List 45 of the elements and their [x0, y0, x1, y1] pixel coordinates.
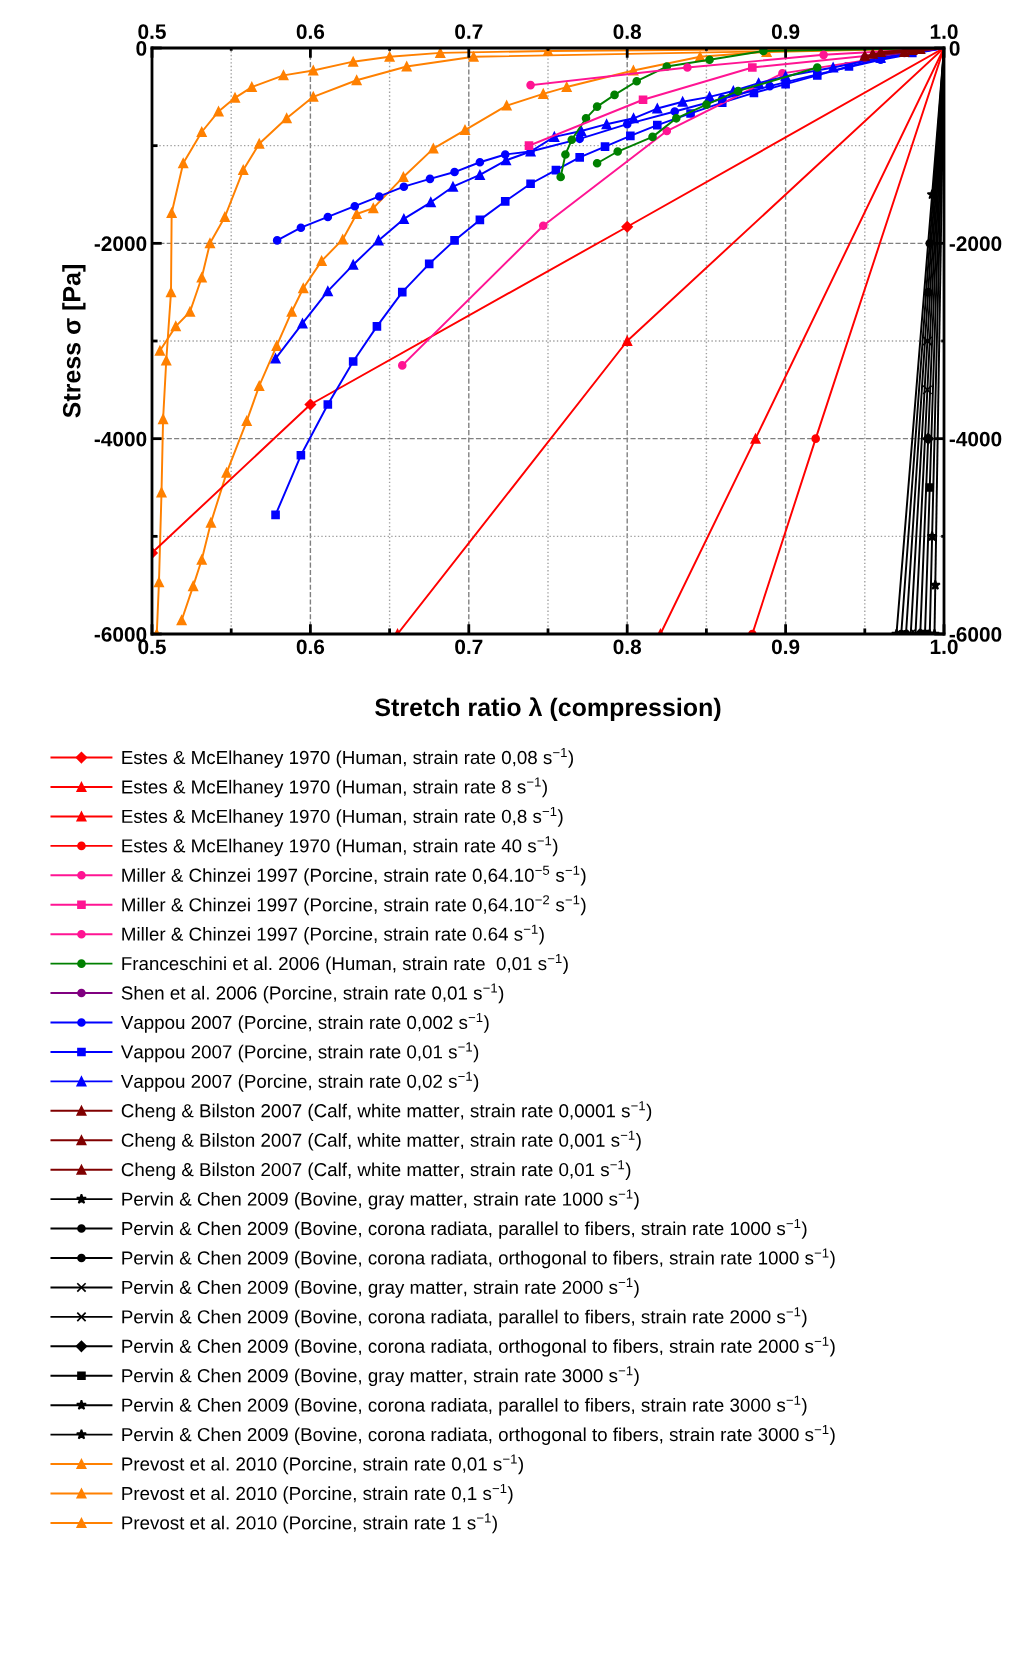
y-tick-label: 0 — [136, 41, 147, 56]
legend-label: Estes & McElhaney 1970 (Human, strain rate 0,8 s$^{−1}$) — [122, 806, 563, 827]
legend-label: Vappou 2007 (Porcine, strain rate 0,01 s$^{−1}$) — [120, 1042, 479, 1063]
legend-label: Pervin & Chen 2009 (Bovine, corona radiata, orthogonal to fibers, strain rate 2000 s$^{−1}$) — [122, 1336, 835, 1357]
legend-label: Vappou 2007 (Porcine, strain rate 0,002 s$^{−1}$) — [120, 1012, 489, 1033]
legend-label: Shen et al. 2006 (Porcine, strain rate 0,01 s$^{−1}$) — [121, 983, 504, 1004]
y-axis-title: Stress σ [Pa] — [62, 265, 86, 418]
legend-label: Pervin & Chen 2009 (Bovine, corona radiata, parallel to fibers, strain rate 1000 s$^{−1}$) — [122, 1219, 807, 1239]
x2-tick-label: 0.9 — [771, 24, 800, 40]
x2-tick-label: 0.8 — [613, 24, 642, 40]
legend-label: Cheng & Bilston 2007 (Calf, white matter, strain rate 0,001 s$^{−1}$) — [121, 1130, 641, 1151]
legend-label: Prevost et al. 2010 (Porcine, strain rate 0,01 s$^{−1}$) — [122, 1454, 523, 1475]
x-axis-title: Stretch ratio λ (compression) — [375, 697, 721, 722]
y2-tick-label: 0 — [949, 41, 960, 56]
legend-label: Pervin & Chen 2009 (Bovine, corona radiata, parallel to fibers, strain rate 2000 s$^{−1}$) — [122, 1307, 807, 1328]
legend-label: Vappou 2007 (Porcine, strain rate 0,02 s$^{−1}$) — [120, 1071, 479, 1092]
legend-label: Pervin & Chen 2009 (Bovine, corona radiata, orthogonal to fibers, strain rate 3000 s$^{−1}$) — [122, 1425, 835, 1445]
y-tick-label: -2000 — [94, 236, 147, 252]
x-tick-label: 0.8 — [613, 639, 642, 655]
legend-label: Cheng & Bilston 2007 (Calf, white matter, strain rate 0,01 s$^{−1}$) — [121, 1160, 631, 1180]
x-tick-label: 0.9 — [771, 639, 800, 655]
legend-label: Prevost et al. 2010 (Porcine, strain rate 1 s$^{−1}$) — [122, 1513, 497, 1534]
x2-tick-label: 0.5 — [138, 24, 166, 40]
y2-tick-label: -4000 — [949, 431, 1002, 447]
y-tick-label: -4000 — [94, 431, 147, 447]
legend-label: Pervin & Chen 2009 (Bovine, gray matter, strain rate 1000 s$^{−1}$) — [122, 1189, 639, 1210]
legend-label: Cheng & Bilston 2007 (Calf, white matter, strain rate 0,0001 s$^{−1}$) — [121, 1101, 652, 1122]
x-tick-label: 0.6 — [296, 639, 325, 655]
legend-label: Pervin & Chen 2009 (Bovine, gray matter, strain rate 3000 s$^{−1}$) — [122, 1366, 639, 1387]
legend-label: Estes & McElhaney 1970 (Human, strain rate 0,08 s$^{−1}$) — [122, 748, 573, 768]
legend-label: Miller & Chinzei 1997 (Porcine, strain rate 0.64 s$^{−1}$) — [122, 924, 544, 945]
legend-label: Estes & McElhaney 1970 (Human, strain rate 40 s$^{−1}$) — [122, 836, 558, 857]
legend-label: Estes & McElhaney 1970 (Human, strain rate 8 s$^{−1}$) — [122, 777, 547, 798]
y2-tick-label: -2000 — [949, 236, 1002, 252]
x2-tick-label: 0.6 — [296, 24, 325, 40]
legend-label: Miller & Chinzei 1997 (Porcine, strain rate 0,64.10$^{−5}$ s$^{−1}$) — [122, 865, 586, 886]
x2-tick-label: 1.0 — [930, 24, 958, 40]
x-tick-label: 0.7 — [455, 639, 483, 655]
legend-label: Miller & Chinzei 1997 (Porcine, strain rate 0,64.10$^{−2}$ s$^{−1}$) — [122, 895, 586, 916]
legend-label: Prevost et al. 2010 (Porcine, strain rate 0,1 s$^{−1}$) — [122, 1483, 513, 1504]
x2-tick-label: 0.7 — [455, 24, 483, 40]
legend-label: Pervin & Chen 2009 (Bovine, corona radiata, orthogonal to fibers, strain rate 1000 s$^{−1}$) — [122, 1248, 835, 1269]
legend-label: Pervin & Chen 2009 (Bovine, corona radiata, parallel to fibers, strain rate 3000 s$^{−1}$) — [122, 1395, 807, 1416]
legend-label: Pervin & Chen 2009 (Bovine, gray matter, strain rate 2000 s$^{−1}$) — [122, 1277, 639, 1298]
legend-label: Franceschini et al. 2006 (Human, strain rate 0,01 s$^{−1}$) — [122, 954, 568, 974]
